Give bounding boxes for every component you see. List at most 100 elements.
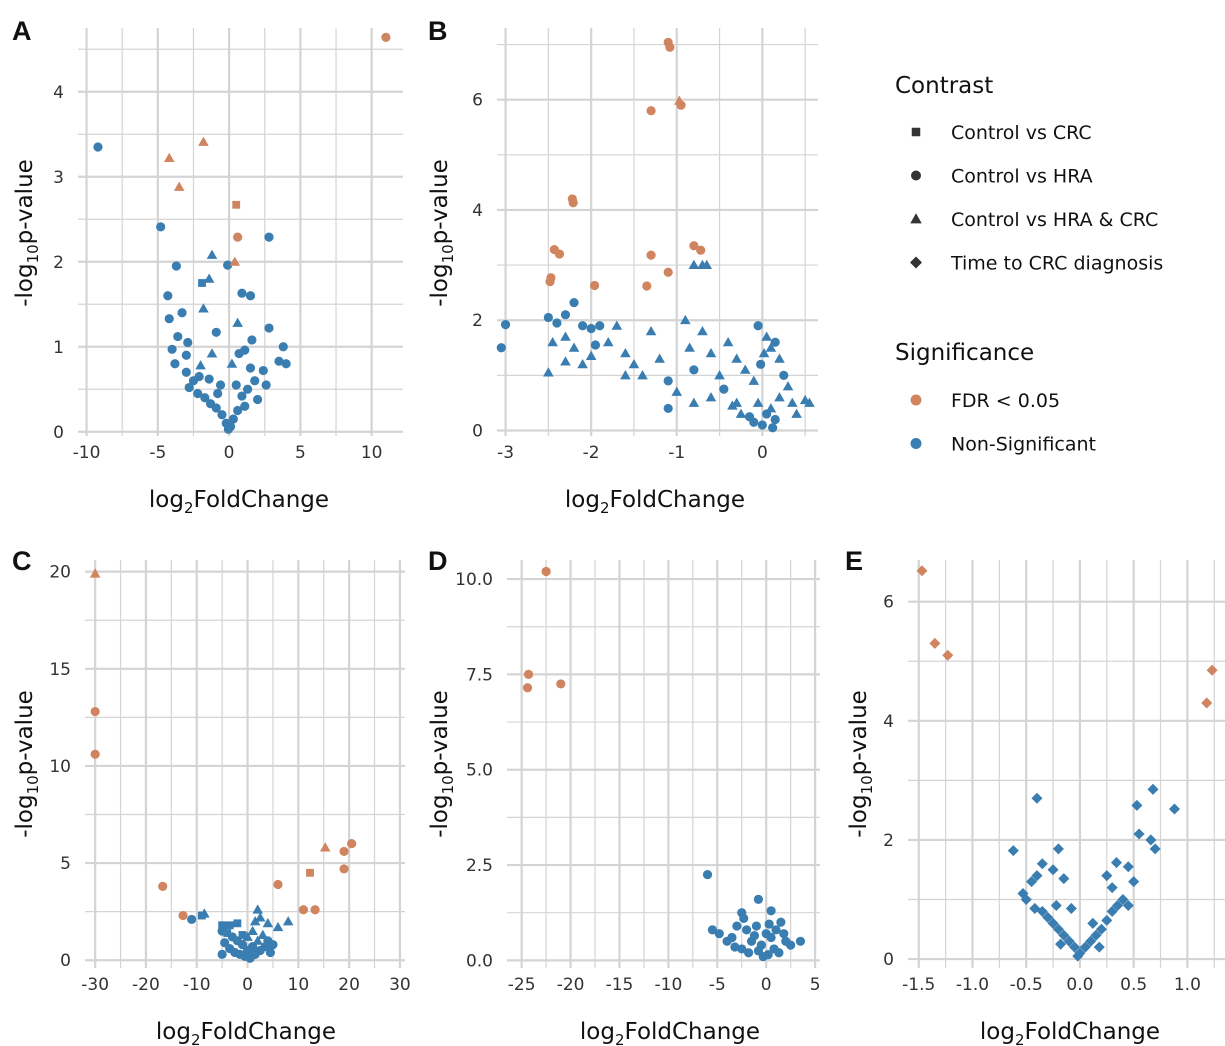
panel-a-data-point xyxy=(278,342,288,352)
panel-d-data-point xyxy=(774,948,784,958)
panel-d-x-axis-label: log2FoldChange xyxy=(580,1019,760,1046)
panel-c-data-point xyxy=(158,881,168,892)
panel-e-y-tick-label: 0 xyxy=(883,950,894,970)
panel-b: B -3 -2 -1 0 0 2 4 6 log2FoldChange -log10p-val… xyxy=(427,16,818,517)
panel-b-data-point xyxy=(620,348,631,358)
panel-e-data-point xyxy=(1122,861,1134,873)
panel-b-y-axis-label: -log10p-value xyxy=(427,159,457,307)
panel-d-data-point xyxy=(714,929,724,939)
panel-a-data-point xyxy=(204,374,214,384)
panel-d-data-point xyxy=(766,906,776,916)
panel-a-data-point xyxy=(181,350,191,360)
panel-d-data-point xyxy=(732,921,742,931)
panel-d-data-point xyxy=(758,951,768,962)
panel-e-data-point xyxy=(1095,923,1107,935)
panel-a-y-tick-label: 0 xyxy=(53,423,64,443)
panel-e-data-point xyxy=(1052,843,1064,855)
panel-d-data-point xyxy=(556,679,566,689)
panel-c-data-point xyxy=(254,912,266,922)
panel-b-data-point xyxy=(735,408,747,418)
panel-b-data-point xyxy=(696,245,706,255)
panel-e-x-tick-label: -1.5 xyxy=(902,975,935,995)
panel-b-data-point xyxy=(595,321,605,331)
panel-a-data-point xyxy=(198,303,209,313)
panel-e-data-point xyxy=(1101,870,1113,882)
panel-a-data-point xyxy=(170,359,180,369)
panel-a-data-point xyxy=(261,380,271,390)
panel-a-data-point xyxy=(233,232,243,242)
panel-a-data-point xyxy=(274,356,284,366)
panel-b-data-point xyxy=(689,241,699,251)
legend-square-icon xyxy=(911,127,921,137)
panel-b-data-point xyxy=(739,364,751,374)
panel-e-data-point xyxy=(1112,899,1124,911)
panel-c-data-point xyxy=(257,929,269,939)
panel-b-data-point xyxy=(757,420,767,430)
panel-d-points xyxy=(522,566,806,962)
panel-a-data-point xyxy=(181,367,191,377)
panel-b-data-point xyxy=(500,320,511,330)
panel-d-data-point xyxy=(523,669,534,679)
panel-e-x-tick-label: 0.5 xyxy=(1120,975,1147,995)
panel-c-x-tick-label: -30 xyxy=(81,975,109,995)
panel-e: E -1.5 -1.0 -0.5 0.0 0.5 1.0 0 2 4 6 log2FoldChan… xyxy=(845,546,1225,1046)
panel-b-y-tick-label: 0 xyxy=(472,421,483,441)
legend-circle-icon xyxy=(911,170,921,181)
panel-d-data-point xyxy=(795,936,806,946)
panel-c-y-tick-label: 20 xyxy=(49,563,71,583)
panel-d-y-tick-label: 0.0 xyxy=(466,951,493,971)
panel-c-data-point xyxy=(90,749,100,759)
panel-b-data-point xyxy=(758,348,770,358)
panel-b-data-point xyxy=(578,321,588,331)
panel-c-data-point xyxy=(265,947,275,958)
panel-b-x-tick-label: -1 xyxy=(668,443,685,463)
panel-e-data-point xyxy=(1058,929,1070,941)
panel-b-ticks: -3 -2 -1 0 0 2 4 6 xyxy=(472,91,768,463)
panel-b-data-point xyxy=(688,397,700,407)
panel-e-data-point xyxy=(1052,923,1064,935)
panel-a-data-point xyxy=(258,365,268,376)
panel-d-data-point xyxy=(702,869,713,880)
legend-contrast-label: Control vs HRA & CRC xyxy=(951,209,1158,231)
panel-b-data-point xyxy=(569,297,579,308)
panel-c-x-tick-label: -10 xyxy=(183,975,211,995)
panel-b-data-point xyxy=(645,325,657,336)
panel-e-y-tick-label: 2 xyxy=(883,831,894,851)
panel-a-y-tick-label: 3 xyxy=(53,168,64,188)
panel-c-data-point xyxy=(89,568,101,578)
panel-c-data-point xyxy=(319,842,331,852)
panel-a-data-point xyxy=(211,403,221,413)
panel-c-data-point xyxy=(262,918,274,928)
panel-c-data-point xyxy=(252,904,263,914)
panel-d-y-tick-label: 7.5 xyxy=(466,665,493,685)
panel-d-data-point xyxy=(541,566,551,577)
panel-e-data-point xyxy=(1036,905,1048,917)
panel-c-data-point xyxy=(218,921,227,930)
panel-b-data-point xyxy=(560,310,571,320)
panel-c-x-tick-label: 20 xyxy=(338,975,360,995)
panel-b-data-point xyxy=(705,392,717,402)
panel-d-x-tick-label: -10 xyxy=(655,975,683,995)
panel-c-x-tick-label: 30 xyxy=(389,975,411,995)
panel-e-data-point xyxy=(1087,917,1099,929)
panel-e-data-point xyxy=(1128,876,1140,888)
panel-b-data-point xyxy=(560,331,571,341)
panel-c-data-point xyxy=(238,931,247,939)
panel-b-data-point xyxy=(688,259,700,270)
panel-e-y-axis-label: -log10p-value xyxy=(846,690,876,838)
panel-d-data-point xyxy=(743,948,754,958)
panel-b-data-point xyxy=(749,417,759,427)
panel-d-y-tick-label: 5.0 xyxy=(466,761,493,781)
panel-c-x-tick-label: -20 xyxy=(132,975,160,995)
panel-a-data-point xyxy=(213,388,223,399)
panel-c-y-tick-label: 5 xyxy=(60,854,71,874)
panel-b-data-point xyxy=(770,414,780,425)
panel-b-data-point xyxy=(752,397,764,407)
panel-a-data-point xyxy=(184,382,194,393)
panel-c-data-point xyxy=(225,921,234,930)
panel-b-data-point xyxy=(628,359,640,369)
panel-c-y-tick-label: 15 xyxy=(49,660,71,680)
panel-a-data-point xyxy=(193,388,203,399)
panel-d-data-point xyxy=(753,894,763,904)
panel-b-data-point xyxy=(589,280,600,291)
